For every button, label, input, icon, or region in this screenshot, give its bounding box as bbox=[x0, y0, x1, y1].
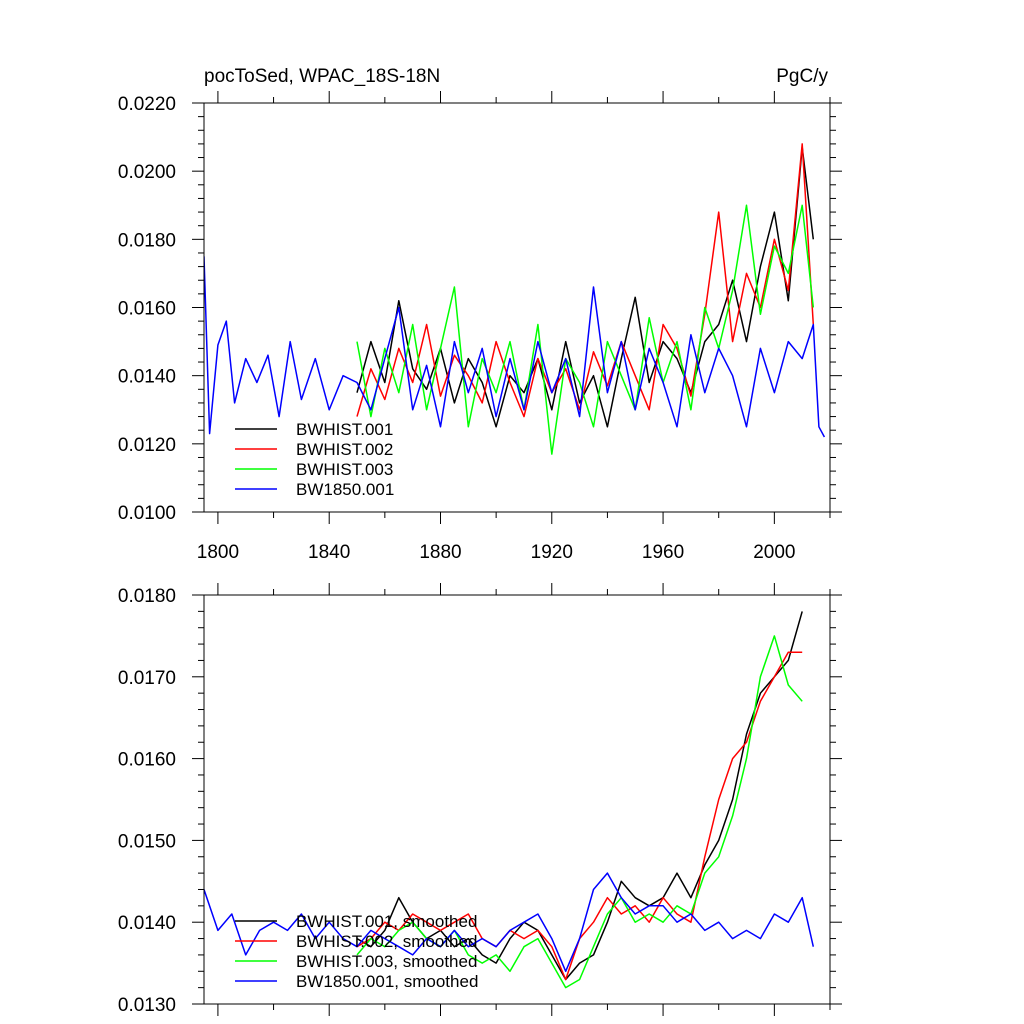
top-y-tick-label-4: 0.0180 bbox=[118, 230, 176, 251]
bottom-y-tick-label-4: 0.0170 bbox=[118, 668, 176, 689]
top-legend-label-2: BWHIST.003 bbox=[296, 460, 393, 479]
top-legend-label-3: BW1850.001 bbox=[296, 480, 394, 499]
top-series-line-2 bbox=[356, 204, 815, 455]
top-legend-label-0: BWHIST.001 bbox=[296, 420, 393, 439]
top-x-tick-label-3: 1920 bbox=[531, 542, 573, 563]
top-x-tick-label-0: 1800 bbox=[197, 542, 239, 563]
top-x-tick-label-2: 1880 bbox=[419, 542, 461, 563]
bottom-panel: 0.0130 0.0140 0.0150 0.0160 0.0170 0.0180 BWH… bbox=[118, 583, 842, 1016]
top-legend-label-1: BWHIST.002 bbox=[296, 440, 393, 459]
bottom-y-tick-label-0: 0.0130 bbox=[118, 995, 176, 1016]
bottom-y-tick-label-1: 0.0140 bbox=[118, 913, 176, 934]
bottom-legend-label-0: BWHIST.001, smoothed bbox=[296, 912, 477, 931]
bottom-legend-label-2: BWHIST.003, smoothed bbox=[296, 952, 477, 971]
top-y-tick-label-6: 0.0220 bbox=[118, 94, 176, 115]
bottom-legend-label-3: BW1850.001, smoothed bbox=[296, 972, 478, 991]
top-title-left: pocToSed, WPAC_18S-18N bbox=[204, 66, 440, 87]
top-title-right: PgC/y bbox=[776, 66, 828, 87]
top-series-line-1 bbox=[356, 143, 815, 418]
top-plot-lines bbox=[204, 143, 826, 455]
top-series-line-3 bbox=[204, 256, 826, 438]
top-x-tick-label-5: 2000 bbox=[753, 542, 795, 563]
top-y-tick-label-3: 0.0160 bbox=[118, 299, 176, 320]
top-y-tick-label-2: 0.0140 bbox=[118, 367, 176, 388]
bottom-y-tick-label-5: 0.0180 bbox=[118, 586, 176, 607]
bottom-series-line-3 bbox=[204, 872, 815, 973]
top-x-tick-label-4: 1960 bbox=[642, 542, 684, 563]
top-y-tick-label-5: 0.0200 bbox=[118, 162, 176, 183]
top-y-tick-label-1: 0.0120 bbox=[118, 435, 176, 456]
bottom-y-tick-label-3: 0.0160 bbox=[118, 750, 176, 771]
bottom-plot-frame bbox=[203, 594, 831, 1005]
top-x-tick-label-1: 1840 bbox=[308, 542, 350, 563]
bottom-legend-label-1: BWHIST.002, smoothed bbox=[296, 932, 477, 951]
bottom-series-line-0 bbox=[356, 611, 803, 981]
bottom-axes: 0.0130 0.0140 0.0150 0.0160 0.0170 0.0180 bbox=[118, 583, 842, 1016]
top-panel: pocToSed, WPAC_18S-18N PgC/y 1800 1840 188… bbox=[118, 66, 842, 563]
top-y-tick-label-0: 0.0100 bbox=[118, 503, 176, 524]
bottom-y-tick-label-2: 0.0150 bbox=[118, 831, 176, 852]
top-axes: 1800 1840 1880 1920 1960 2000 0.0100 0.0120 0.01… bbox=[118, 91, 842, 563]
bottom-plot-lines bbox=[204, 611, 815, 989]
